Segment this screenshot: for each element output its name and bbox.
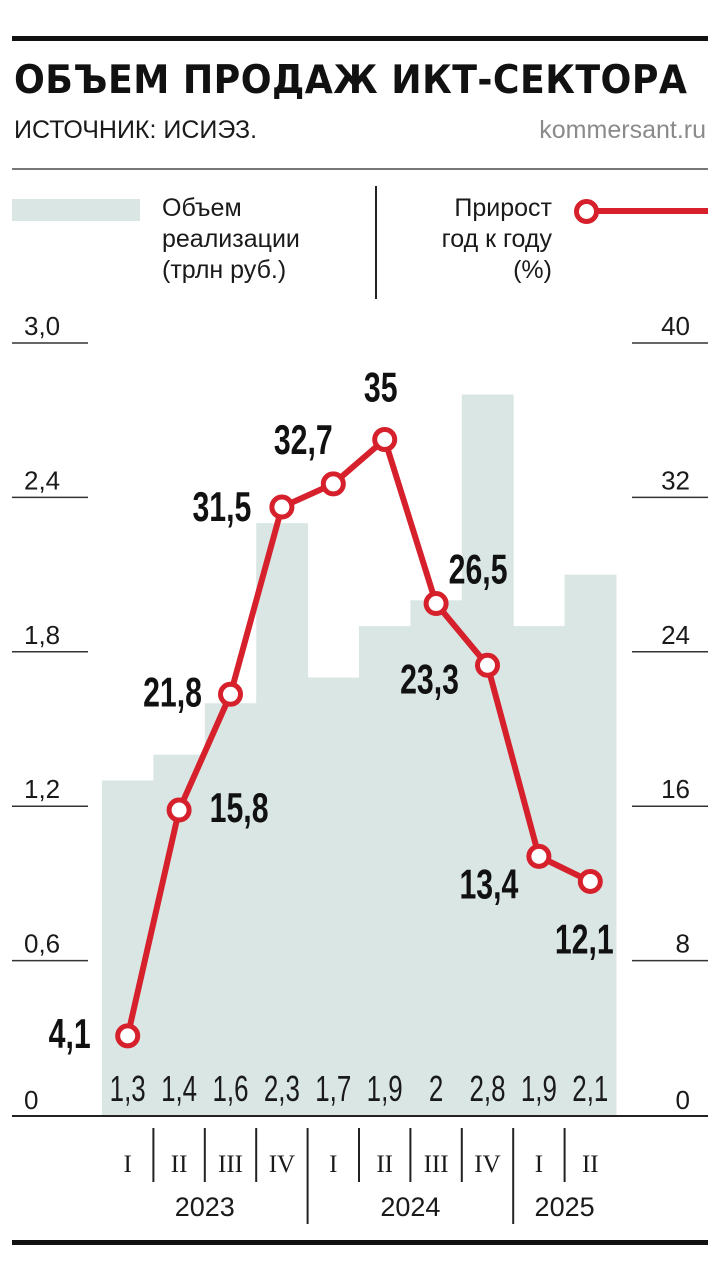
bar-10 (564, 574, 617, 1115)
growth-point-9 (526, 843, 552, 869)
growth-point-3 (218, 681, 243, 707)
right-tick-label: 0 (676, 1085, 690, 1115)
year-label: 2025 (535, 1192, 595, 1222)
quarter-label: IV (474, 1151, 500, 1178)
legend-bars-line-3: (трлн руб.) (162, 256, 287, 284)
header-divider (12, 168, 708, 170)
growth-point-1 (115, 1023, 141, 1049)
bar-3 (204, 703, 257, 1115)
growth-value-label: 26,5 (449, 546, 508, 593)
right-tick-label: 8 (676, 929, 690, 959)
bar-value-label: 1,9 (521, 1069, 557, 1109)
left-tick-label: 3,0 (24, 311, 60, 341)
growth-value-label: 15,8 (210, 784, 269, 831)
growth-line (124, 436, 592, 1037)
site-credit: kommersant.ru (539, 116, 706, 144)
legend-growth-line-2: год к году (441, 225, 552, 253)
bar-7 (410, 600, 463, 1115)
growth-value-label: 12,1 (555, 916, 614, 963)
right-tick-label: 16 (661, 774, 690, 804)
legend-growth-line-1: Прирост (454, 194, 552, 222)
quarter-label: IV (269, 1151, 295, 1178)
quarter-label: I (535, 1151, 543, 1178)
bar-value-label: 1,3 (110, 1069, 146, 1109)
bar-value-label: 2 (429, 1069, 443, 1109)
bar-value-label: 1,9 (367, 1069, 403, 1109)
legend-growth-line-3: (%) (513, 256, 552, 284)
growth-point-2 (166, 797, 192, 823)
bar-value-label: 1,7 (315, 1069, 351, 1109)
growth-point-10 (577, 868, 603, 894)
bar-value-label: 2,8 (469, 1069, 505, 1109)
quarter-label: II (582, 1151, 599, 1178)
legend-growth-label: Прирост год к году (%) (442, 193, 552, 286)
bar-value-label: 2,1 (572, 1069, 608, 1109)
legend-bars-swatch (12, 199, 140, 221)
quarter-label: III (424, 1151, 449, 1178)
growth-point-5 (320, 471, 346, 497)
source-note: ИСТОЧНИК: ИСИЭЗ. (14, 116, 258, 144)
growth-value-label: 13,4 (459, 861, 518, 908)
legend-bars-line-1: Объем (162, 194, 242, 222)
bar-8 (461, 394, 514, 1115)
left-tick-label: 1,2 (24, 774, 60, 804)
right-tick-label: 24 (661, 620, 690, 650)
bar-6 (359, 626, 411, 1115)
left-tick-label: 2,4 (24, 465, 60, 495)
year-label: 2023 (175, 1192, 235, 1222)
quarter-label: I (329, 1151, 337, 1178)
quarter-label: I (124, 1151, 132, 1178)
left-tick-label: 0 (24, 1085, 38, 1115)
chart-title: ОБЪЕМ ПРОДАЖ ИКТ-СЕКТОРА (14, 58, 688, 103)
growth-point-8 (475, 652, 500, 678)
quarter-label: II (171, 1151, 188, 1178)
legend-line-swatch (578, 208, 708, 214)
bar-9 (513, 626, 566, 1115)
left-tick-label: 0,6 (24, 929, 60, 959)
growth-value-label: 32,7 (274, 416, 333, 463)
bar-value-label: 1,4 (161, 1069, 197, 1109)
left-tick-label: 1,8 (24, 620, 60, 650)
quarter-label: II (376, 1151, 393, 1178)
bar-value-label: 1,6 (212, 1069, 248, 1109)
growth-value-label: 21,8 (143, 668, 202, 715)
right-tick-label: 32 (661, 465, 690, 495)
legend-bars-label: Объем реализации (трлн руб.) (162, 193, 300, 286)
year-label: 2024 (380, 1192, 440, 1222)
bar-5 (307, 677, 360, 1115)
legend-line-marker (574, 199, 599, 224)
right-tick-label: 40 (661, 311, 690, 341)
growth-value-label: 4,1 (49, 1010, 91, 1057)
bottom-rule (12, 1240, 708, 1245)
growth-value-label: 31,5 (192, 483, 251, 530)
growth-point-6 (372, 427, 398, 452)
legend-divider (375, 186, 377, 299)
bar-value-label: 2,3 (264, 1069, 300, 1109)
growth-point-4 (269, 494, 295, 520)
growth-value-label: 35 (364, 364, 398, 411)
growth-point-7 (423, 591, 449, 617)
bar-4 (256, 523, 309, 1115)
top-rule (12, 36, 708, 41)
growth-value-label: 23,3 (400, 655, 459, 702)
legend-bars-line-2: реализации (162, 225, 300, 253)
quarter-label: III (218, 1151, 243, 1178)
